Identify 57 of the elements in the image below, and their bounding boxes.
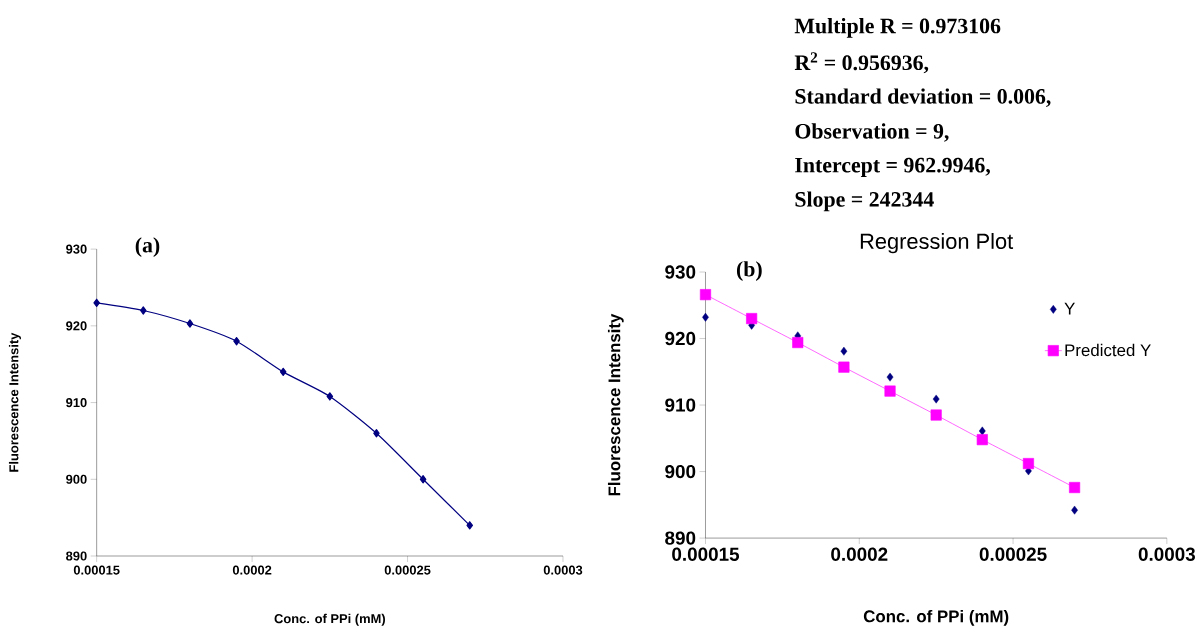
x-tick-label: 0.0003	[1138, 547, 1195, 561]
point	[699, 289, 712, 301]
point	[838, 361, 850, 373]
y-tick-label: 930	[66, 244, 87, 254]
x-tick-label: 0.0003	[543, 565, 583, 575]
x-axis-title: Conc. of PPi (mM)	[863, 609, 1009, 626]
y-tick-label: 900	[66, 474, 87, 484]
y-tick-label: 910	[66, 397, 87, 408]
x-axis-title: Conc. of PPi (mM)	[274, 613, 385, 626]
y-tick-label: 890	[66, 551, 87, 561]
point	[1071, 505, 1078, 515]
point	[930, 409, 942, 421]
point	[466, 521, 474, 530]
point	[932, 394, 940, 404]
point	[93, 298, 100, 307]
point	[792, 336, 804, 349]
point	[373, 429, 380, 438]
y-tick-label: 920	[665, 331, 696, 346]
point	[702, 312, 709, 322]
x-tick-label: 0.00015	[672, 547, 740, 561]
text: Intercept = 962.9946,	[795, 157, 990, 177]
y-tick-label: 910	[665, 398, 696, 412]
point	[233, 336, 240, 346]
text: Standard deviation = 0.006,	[795, 88, 1051, 107]
point	[840, 346, 848, 356]
x-tick-label: 0.00015	[73, 565, 120, 575]
y-axis-title: Fluorescence Intensity	[8, 332, 21, 472]
x-tick-label: 0.00025	[979, 547, 1047, 561]
point	[746, 313, 758, 325]
point	[186, 319, 194, 328]
x-tick-label: 0.0002	[232, 565, 272, 575]
point	[279, 367, 287, 377]
chart-title: Regression Plot	[860, 232, 1014, 254]
point	[1022, 458, 1034, 470]
point	[886, 372, 894, 382]
annotation: (b)	[736, 261, 762, 281]
annotation: (a)	[135, 237, 160, 257]
y-tick-label: 900	[665, 464, 696, 479]
point	[1069, 481, 1081, 494]
point	[140, 306, 147, 315]
text: R$^{2}$ = 0.956936,	[794, 52, 929, 74]
x-tick-label: 0.0002	[831, 547, 888, 561]
point	[884, 385, 896, 397]
point	[419, 475, 427, 484]
point	[326, 392, 334, 401]
point	[978, 426, 986, 436]
y-axis-title: Fluorescence Intensity	[607, 313, 624, 496]
y-tick-label: 920	[66, 321, 87, 331]
y-tick-label: 890	[665, 531, 696, 545]
x-tick-label: 0.00025	[384, 565, 431, 575]
text: Observation = 9,	[795, 123, 949, 142]
legend-label: Y	[1064, 302, 1075, 315]
legend-label: Predicted Y	[1065, 343, 1151, 357]
text: Slope = 242344	[795, 191, 934, 212]
point	[976, 434, 988, 446]
text: Multiple R = 0.973106	[794, 17, 1001, 38]
y-tick-label: 930	[665, 265, 696, 279]
